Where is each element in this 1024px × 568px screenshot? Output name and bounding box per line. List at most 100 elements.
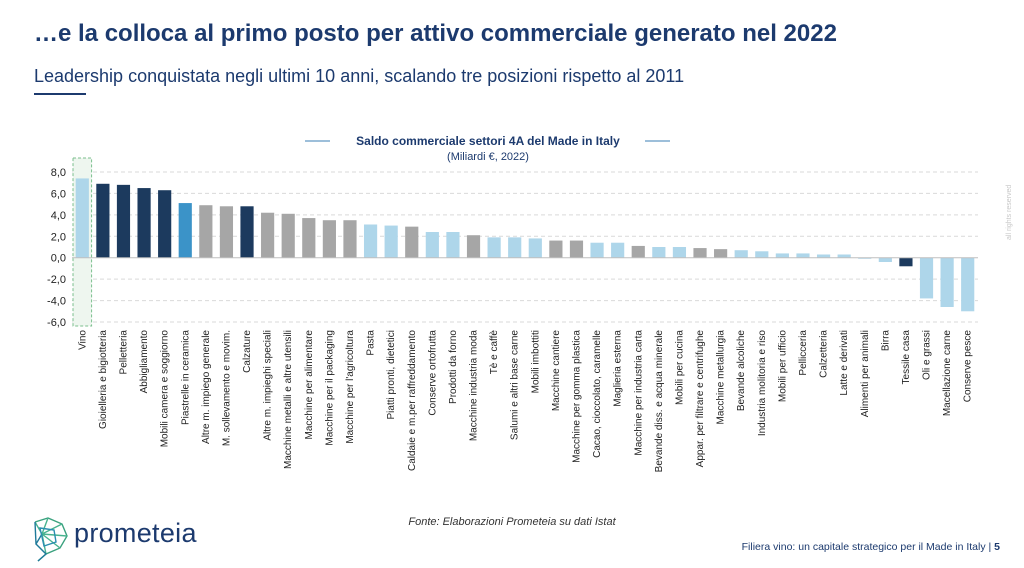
x-tick-label: Piatti pronti, dietetici — [386, 330, 397, 420]
y-axis-ticks: 8,0 6,0 4,0 2,0 0,0 -2,0 -4,0 -6,0 — [47, 167, 66, 329]
bar — [652, 247, 666, 258]
x-tick-label: M. sollevamento e movim. — [221, 330, 232, 446]
x-tick-label: Macchine per gomma plastica — [571, 330, 582, 463]
y-tick-label: -4,0 — [47, 296, 66, 308]
bar — [281, 213, 295, 258]
x-tick-label: Macchine per l'agricoltura — [345, 330, 356, 444]
bar — [466, 235, 481, 258]
bar — [178, 203, 192, 258]
x-tick-label: Macchine cantiere — [551, 330, 562, 412]
x-tick-label: Abbigliamento — [139, 330, 150, 394]
x-tick-label: Cacao, cioccolato, caramelle — [592, 330, 603, 458]
bar — [158, 190, 172, 258]
bar — [590, 242, 604, 258]
bar — [425, 232, 439, 258]
bar — [611, 242, 625, 258]
x-tick-label: Latte e derivati — [839, 330, 850, 396]
x-tick-label: Pelletteria — [118, 330, 129, 375]
bar — [899, 257, 913, 267]
bar — [816, 254, 831, 258]
bar — [693, 248, 707, 258]
x-tick-label: Mobili imbottiti — [530, 330, 541, 393]
x-tick-label: Altre m. impiego generale — [201, 330, 212, 444]
x-tick-label: Conserve ortofrutta — [427, 330, 438, 416]
x-tick-label: Altre m. impieghi speciali — [263, 330, 274, 441]
bar — [219, 206, 234, 258]
bar — [858, 257, 872, 259]
x-tick-label: Macellazione carne — [942, 330, 953, 417]
bar — [734, 250, 748, 258]
x-tick-label: Macchine metallurgia — [716, 330, 727, 425]
brand-wordmark: prometeia — [74, 518, 197, 548]
bar — [961, 257, 975, 312]
bar-chart: Saldo commerciale settori 4A del Made in… — [47, 134, 978, 473]
x-tick-label: Pasta — [366, 330, 377, 356]
bar — [363, 224, 378, 258]
y-tick-label: -6,0 — [47, 317, 66, 329]
prometeia-logo-icon — [34, 517, 68, 562]
chart-subtitle: (Miliardi €, 2022) — [447, 151, 529, 163]
x-tick-label: Appar. per filtrare e centrifughe — [695, 330, 706, 468]
x-tick-label: Macchine industria moda — [469, 330, 480, 442]
bar — [199, 205, 213, 258]
bar — [137, 188, 151, 258]
x-tick-label: Birra — [880, 330, 891, 352]
bar — [75, 178, 89, 258]
footer: Filiera vino: un capitale strategico per… — [742, 541, 1000, 553]
bar — [116, 184, 131, 258]
x-tick-label: Calzature — [242, 330, 253, 373]
bar — [569, 240, 584, 258]
x-tick-label: Macchine metalli e altre utensili — [283, 330, 294, 469]
bar — [446, 232, 460, 258]
accent-rule — [34, 93, 86, 95]
x-axis-labels: Vino Gioielleria e bigiotteria Pelletteria… — [77, 330, 973, 473]
x-tick-label: Mobili camera e soggiorno — [160, 330, 171, 448]
bar — [878, 257, 892, 262]
x-tick-label: Mobili per ufficio — [777, 330, 788, 403]
x-tick-label: Salumi e altri base carne — [510, 330, 521, 440]
footer-caption: Filiera vino: un capitale strategico per… — [741, 541, 995, 553]
x-tick-label: Macchine per alimentare — [304, 330, 315, 440]
bar — [405, 226, 419, 258]
y-tick-label: 6,0 — [51, 188, 66, 200]
bar — [240, 206, 254, 258]
x-tick-label: Bevande alcoliche — [736, 330, 747, 412]
bar — [837, 254, 851, 258]
x-tick-label: Alimenti per animali — [860, 330, 871, 417]
x-tick-label: Conserve pesce — [963, 330, 974, 403]
y-tick-label: 8,0 — [51, 167, 66, 179]
x-tick-label: Mobili per cucina — [674, 330, 685, 405]
bar — [322, 220, 336, 258]
x-tick-label: Tessile casa — [901, 330, 912, 385]
bar — [631, 245, 645, 258]
bars — [75, 178, 975, 312]
bar — [261, 212, 275, 258]
x-tick-label: Industria molitoria e riso — [757, 330, 768, 437]
bar — [714, 249, 728, 258]
x-tick-label: Oli e grassi — [922, 330, 933, 380]
slide-subtitle: Leadership conquistata negli ultimi 10 a… — [34, 66, 685, 86]
x-tick-label: Prodotti da forno — [448, 330, 459, 404]
x-tick-label: Caldaie e m.per raffreddamento — [407, 330, 418, 471]
slide-title: …e la colloca al primo posto per attivo … — [34, 20, 837, 47]
bar — [487, 237, 501, 258]
page-number: 5 — [994, 541, 1000, 553]
x-tick-label: Pellicceria — [798, 330, 809, 376]
bar — [508, 237, 522, 258]
bar — [302, 218, 316, 258]
bar — [919, 257, 934, 299]
x-tick-label: Maglieria esterna — [613, 330, 624, 407]
x-tick-label: Macchine per industria carta — [633, 330, 644, 456]
x-tick-label: Macchine per il packaging — [324, 330, 335, 446]
y-tick-label: 0,0 — [51, 253, 66, 265]
bar — [549, 240, 563, 258]
chart-title: Saldo commerciale settori 4A del Made in… — [356, 134, 620, 148]
y-tick-label: -2,0 — [47, 274, 66, 286]
bar — [755, 251, 769, 258]
x-tick-label: Piastrelle in ceramica — [180, 330, 191, 425]
bar — [940, 257, 954, 307]
bar — [796, 253, 810, 258]
bar — [775, 253, 789, 258]
bar — [384, 225, 398, 258]
x-tick-label: Vino — [77, 330, 88, 350]
